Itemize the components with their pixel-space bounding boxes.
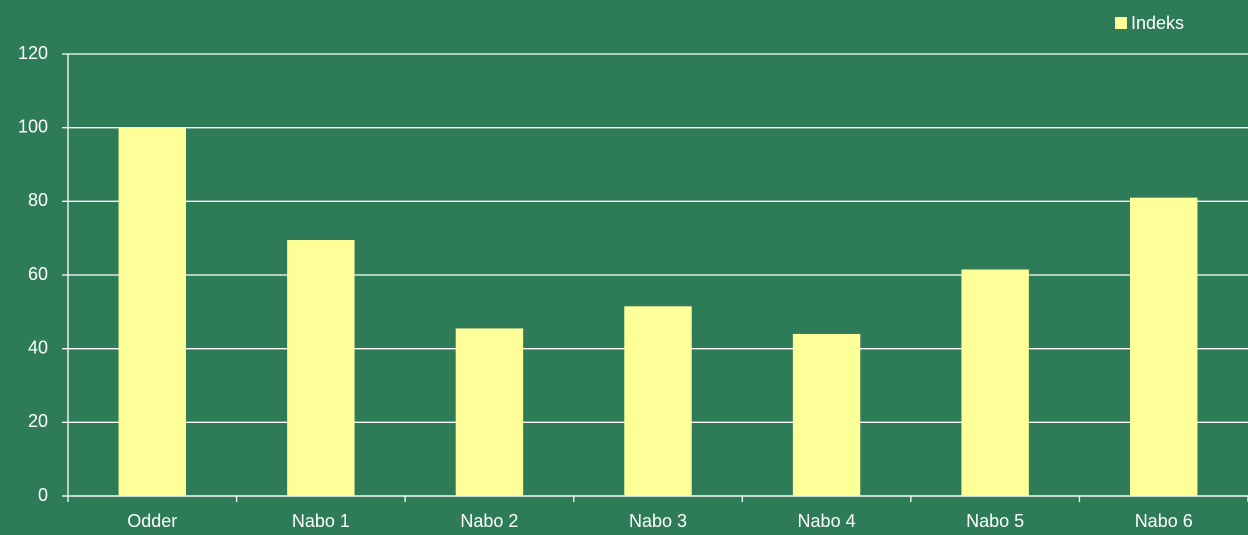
x-tick-label: Nabo 2	[460, 511, 518, 531]
y-tick-label: 0	[38, 485, 48, 505]
x-tick-label: Odder	[127, 511, 177, 531]
y-tick-label: 40	[28, 337, 48, 357]
legend-swatch	[1115, 17, 1127, 29]
bar	[961, 269, 1029, 496]
legend-label: Indeks	[1131, 13, 1184, 33]
y-tick-label: 20	[28, 411, 48, 431]
x-tick-label: Nabo 5	[966, 511, 1024, 531]
x-tick-label: Nabo 1	[292, 511, 350, 531]
bar	[1130, 197, 1198, 496]
y-tick-label: 60	[28, 264, 48, 284]
y-tick-label: 120	[18, 43, 48, 63]
x-tick-label: Nabo 3	[629, 511, 687, 531]
bar	[287, 240, 355, 496]
x-tick-label: Nabo 6	[1135, 511, 1193, 531]
y-tick-label: 80	[28, 190, 48, 210]
bar	[118, 127, 186, 497]
x-tick-label: Nabo 4	[798, 511, 856, 531]
bar	[792, 333, 861, 496]
bar	[455, 328, 524, 496]
y-tick-label: 100	[18, 116, 48, 136]
bar	[624, 306, 692, 496]
